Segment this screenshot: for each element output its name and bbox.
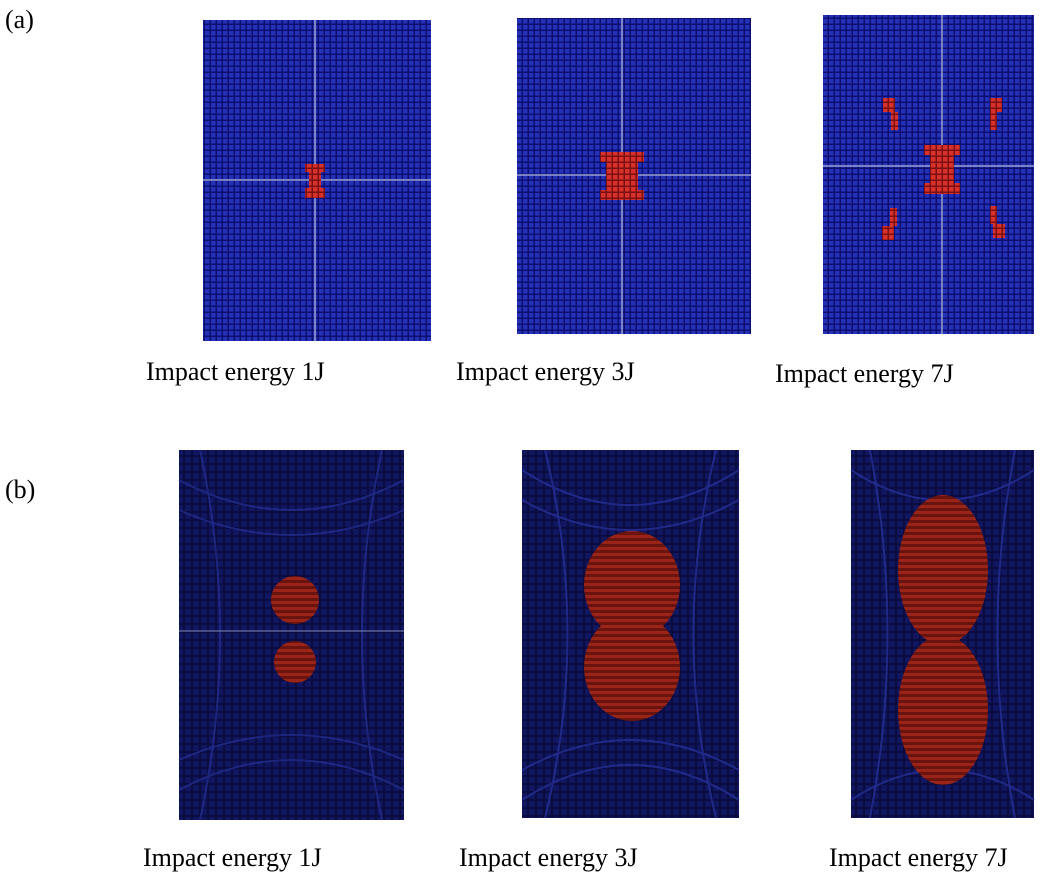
image: [179, 450, 404, 820]
caption: Impact energy 7J: [775, 359, 954, 388]
caption: Impact energy 3J: [456, 357, 635, 386]
caption: Impact energy 7J: [829, 843, 1008, 872]
caption: Impact energy 3J: [459, 843, 638, 872]
panel-label: (b): [5, 475, 35, 504]
figure: (a) (b) Impact energy 1J Impact energy 3…: [0, 0, 1047, 877]
page: (a) (b) Impact energy 1J Impact energy 3…: [0, 0, 1047, 877]
caption: Impact energy 1J: [143, 843, 322, 872]
image: [203, 20, 431, 341]
image: [823, 15, 1034, 334]
image: [851, 450, 1034, 818]
caption: Impact energy 1J: [146, 357, 325, 386]
image: [522, 450, 739, 818]
image: [517, 18, 751, 334]
panel-label: (a): [5, 5, 34, 34]
